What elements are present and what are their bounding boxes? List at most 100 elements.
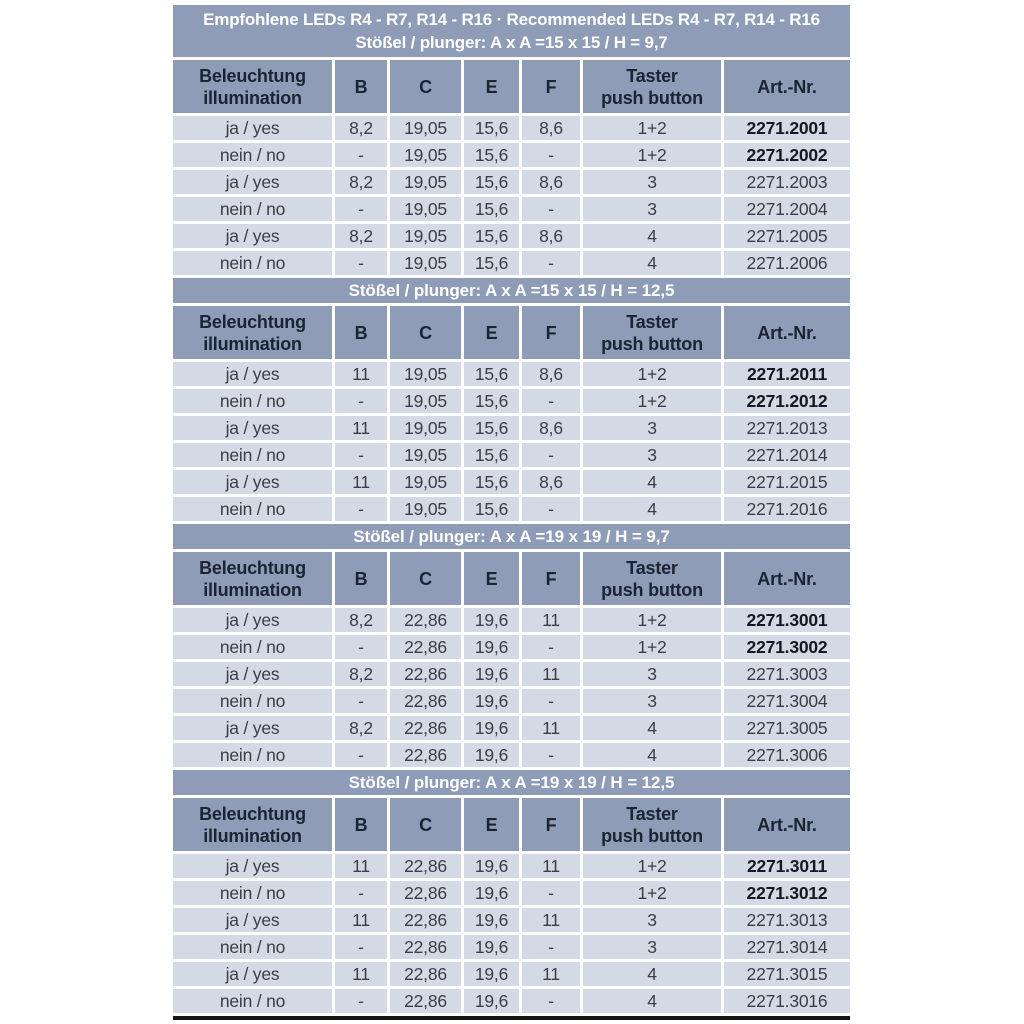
cell-f: 8,6	[522, 362, 580, 386]
cell-taster: 3	[583, 662, 721, 686]
cell-taster: 4	[583, 251, 721, 275]
cell-f: 11	[522, 962, 580, 986]
cell-f: -	[522, 689, 580, 713]
cell-c: 22,86	[390, 935, 461, 959]
cell-f: 11	[522, 608, 580, 632]
cell-illumination: ja / yes	[173, 362, 332, 386]
column-header-art-nr: Art.-Nr.	[724, 798, 850, 851]
column-header-c: C	[390, 60, 461, 113]
table-row: nein / no -19,05 15,6-4 2271.2006	[173, 251, 850, 275]
cell-e: 19,6	[464, 716, 519, 740]
cell-b: 11	[335, 908, 387, 932]
section-subtitle: Stößel / plunger: A x A =15 x 15 / H = 9…	[355, 33, 668, 52]
column-header-label: B	[354, 322, 368, 343]
column-header-label: C	[419, 76, 432, 97]
cell-art-nr: 2271.3014	[724, 935, 850, 959]
cell-art-nr: 2271.2014	[724, 443, 850, 467]
cell-e: 19,6	[464, 989, 519, 1013]
cell-art-nr: 2271.3002	[724, 635, 850, 659]
cell-c: 19,05	[390, 497, 461, 521]
cell-b: -	[335, 689, 387, 713]
cell-b: 11	[335, 416, 387, 440]
cell-f: 11	[522, 662, 580, 686]
column-header-taster: Taster push button	[583, 798, 721, 851]
cell-taster: 3	[583, 443, 721, 467]
column-header-label: B	[354, 814, 368, 835]
cell-c: 19,05	[390, 197, 461, 221]
column-header-e: E	[464, 306, 519, 359]
cell-art-nr: 2271.3012	[724, 881, 850, 905]
cell-illumination: nein / no	[173, 497, 332, 521]
cell-taster: 3	[583, 908, 721, 932]
section-subtitle: Stößel / plunger: A x A =15 x 15 / H = 1…	[173, 278, 850, 303]
cell-art-nr: 2271.3004	[724, 689, 850, 713]
column-header-c: C	[390, 306, 461, 359]
cell-b: 8,2	[335, 116, 387, 140]
column-header-label: C	[419, 568, 432, 589]
column-header-label: illumination	[203, 579, 302, 600]
table-title: Empfohlene LEDs R4 - R7, R14 - R16 · Rec…	[203, 10, 820, 29]
column-header-label: F	[545, 76, 557, 97]
cell-b: 8,2	[335, 224, 387, 248]
cell-f: 8,6	[522, 470, 580, 494]
cell-illumination: nein / no	[173, 197, 332, 221]
column-header-c: C	[390, 552, 461, 605]
cell-c: 22,86	[390, 962, 461, 986]
cell-illumination: nein / no	[173, 143, 332, 167]
table-row: ja / yes 8,2 22,86 19,6 11 4 2271.3005	[173, 716, 850, 740]
column-header-label: Beleuchtung	[199, 557, 306, 578]
column-header-f: F	[522, 798, 580, 851]
cell-b: 8,2	[335, 170, 387, 194]
table-row: nein / no -22,86 19,6-4 2271.3016	[173, 989, 850, 1013]
cell-taster: 3	[583, 170, 721, 194]
column-header-label: Taster	[626, 311, 678, 332]
cell-art-nr: 2271.3011	[724, 854, 850, 878]
column-header-label: B	[354, 568, 368, 589]
column-header-label: E	[485, 814, 498, 835]
column-header-label: C	[419, 814, 432, 835]
cell-art-nr: 2271.3001	[724, 608, 850, 632]
cell-taster: 1+2	[583, 362, 721, 386]
cell-taster: 4	[583, 989, 721, 1013]
column-header-taster: Taster push button	[583, 306, 721, 359]
cell-art-nr: 2271.2006	[724, 251, 850, 275]
cell-e: 19,6	[464, 935, 519, 959]
cell-illumination: ja / yes	[173, 716, 332, 740]
table-row: nein / no -22,86 19,6-3 2271.3014	[173, 935, 850, 959]
table-row: ja / yes 8,2 19,05 15,6 8,6 1+2 2271.2001	[173, 116, 850, 140]
cell-art-nr: 2271.3006	[724, 743, 850, 767]
recommended-leds-table: Empfohlene LEDs R4 - R7, R14 - R16 · Rec…	[173, 5, 850, 1020]
cell-e: 15,6	[464, 116, 519, 140]
cell-f: -	[522, 989, 580, 1013]
column-header-label: E	[485, 76, 498, 97]
cell-taster: 1+2	[583, 389, 721, 413]
column-header-illumination: Beleuchtung illumination	[173, 306, 332, 359]
cell-c: 19,05	[390, 470, 461, 494]
column-header-b: B	[335, 60, 387, 113]
cell-art-nr: 2271.2015	[724, 470, 850, 494]
cell-b: 11	[335, 854, 387, 878]
cell-e: 19,6	[464, 743, 519, 767]
table-row: nein / no -19,05 15,6-1+2 2271.2002	[173, 143, 850, 167]
table-row: ja / yes 8,2 22,86 19,6 11 1+2 2271.3001	[173, 608, 850, 632]
column-header-f: F	[522, 552, 580, 605]
cell-illumination: nein / no	[173, 689, 332, 713]
cell-f: 8,6	[522, 170, 580, 194]
column-header-taster: Taster push button	[583, 552, 721, 605]
cell-illumination: nein / no	[173, 443, 332, 467]
cell-f: -	[522, 143, 580, 167]
column-header-b: B	[335, 798, 387, 851]
cell-art-nr: 2271.3016	[724, 989, 850, 1013]
cell-f: 8,6	[522, 224, 580, 248]
table-row: ja / yes 8,2 19,05 15,6 8,6 4 2271.2005	[173, 224, 850, 248]
column-header-label: push button	[601, 825, 703, 846]
cell-illumination: ja / yes	[173, 908, 332, 932]
column-header-label: illumination	[203, 87, 302, 108]
cell-c: 22,86	[390, 608, 461, 632]
column-header-label: push button	[601, 579, 703, 600]
cell-e: 19,6	[464, 608, 519, 632]
cell-taster: 1+2	[583, 143, 721, 167]
column-header-e: E	[464, 60, 519, 113]
column-header-label: Taster	[626, 557, 678, 578]
table-row: ja / yes 11 22,86 19,6 11 1+2 2271.3011	[173, 854, 850, 878]
